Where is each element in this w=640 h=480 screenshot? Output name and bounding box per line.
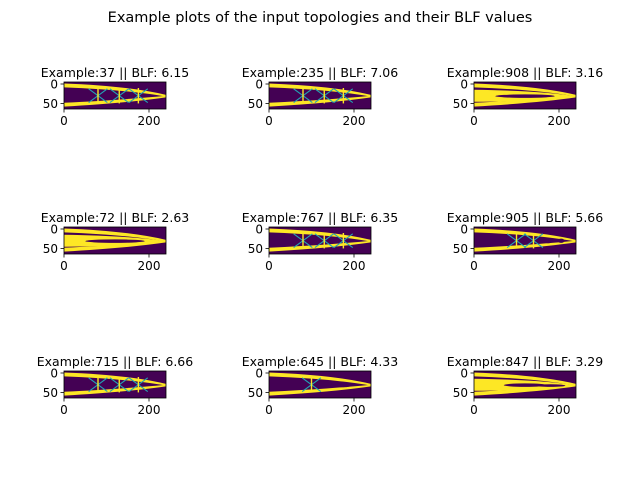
beam-hole — [85, 239, 145, 243]
beam-top-flange — [64, 83, 166, 97]
beam-hole — [495, 94, 555, 98]
subplot-title: Example:235 || BLF: 7.06 — [242, 65, 398, 80]
subplot-title: Example:715 || BLF: 6.66 — [37, 354, 193, 369]
y-tick-label: 0 — [50, 223, 58, 237]
beam-hole — [334, 383, 352, 388]
x-tick-label: 0 — [265, 114, 273, 128]
y-tick-label: 50 — [453, 97, 468, 111]
y-tick-label: 0 — [50, 367, 58, 381]
beam-top-flange — [474, 372, 576, 386]
beam-top-flange — [269, 228, 371, 242]
heatmap-image — [269, 372, 371, 396]
subplot-title: Example:767 || BLF: 6.35 — [242, 210, 398, 225]
subplot-title: Example:908 || BLF: 3.16 — [447, 65, 603, 80]
x-tick-label: 0 — [470, 114, 478, 128]
beam-top-flange — [64, 228, 166, 242]
subplot-title: Example:645 || BLF: 4.33 — [242, 354, 398, 369]
x-tick-label: 200 — [138, 114, 161, 128]
beam-bottom-flange — [64, 384, 166, 396]
beam-hole — [535, 384, 566, 387]
x-tick-label: 200 — [343, 259, 366, 273]
beam-hole — [557, 238, 565, 243]
heatmap-image — [474, 83, 576, 107]
heatmap-image — [64, 228, 166, 252]
axes-frame — [473, 370, 577, 399]
x-tick-label: 0 — [265, 259, 273, 273]
axes-frame — [268, 370, 372, 399]
subplot-grid: Example:37 || BLF: 6.150 200050Example:23… — [37, 65, 603, 417]
x-tick-label: 200 — [343, 403, 366, 417]
y-tick-label: 0 — [255, 223, 263, 237]
y-tick-label: 50 — [43, 242, 58, 256]
y-tick-label: 50 — [43, 386, 58, 400]
axes-frame — [63, 226, 167, 255]
x-tick-label: 200 — [343, 114, 366, 128]
axes-frame — [268, 226, 372, 255]
y-tick-label: 0 — [50, 78, 58, 92]
beam-bottom-flange — [64, 95, 166, 107]
y-tick-label: 50 — [43, 97, 58, 111]
x-tick-label: 0 — [60, 403, 68, 417]
figure-suptitle: Example plots of the input topologies an… — [108, 10, 533, 26]
heatmap-image — [474, 228, 576, 252]
y-tick-label: 50 — [248, 242, 263, 256]
x-tick-label: 200 — [548, 114, 571, 128]
x-tick-label: 200 — [138, 403, 161, 417]
x-tick-label: 200 — [138, 259, 161, 273]
subplot-title: Example:72 || BLF: 2.63 — [41, 210, 190, 225]
axes-frame — [473, 226, 577, 255]
beam-hole — [503, 383, 547, 387]
axes-frame — [473, 81, 577, 110]
subplot-title: Example:847 || BLF: 3.29 — [447, 354, 603, 369]
axes-frame — [63, 81, 167, 110]
y-tick-label: 0 — [460, 223, 468, 237]
subplot-title: Example:37 || BLF: 6.15 — [41, 65, 190, 80]
beam-top-flange — [269, 83, 371, 97]
axes-frame — [268, 81, 372, 110]
beam-bottom-flange — [269, 95, 371, 107]
x-tick-label: 0 — [470, 259, 478, 273]
y-tick-label: 0 — [460, 78, 468, 92]
axes-frame — [63, 370, 167, 399]
beam-bottom-flange — [474, 240, 576, 252]
heatmap-image — [64, 372, 166, 396]
heatmap-image — [64, 83, 166, 107]
x-tick-label: 0 — [60, 259, 68, 273]
y-tick-label: 0 — [255, 78, 263, 92]
heatmap-image — [474, 372, 576, 396]
beam-top-flange — [64, 372, 166, 386]
beam-bottom-flange — [269, 384, 371, 396]
y-tick-label: 50 — [248, 97, 263, 111]
heatmap-image — [269, 228, 371, 252]
x-tick-label: 0 — [60, 114, 68, 128]
beam-bottom-flange — [269, 240, 371, 252]
x-tick-label: 200 — [548, 259, 571, 273]
x-tick-label: 0 — [470, 403, 478, 417]
x-tick-label: 200 — [548, 403, 571, 417]
y-tick-label: 0 — [255, 367, 263, 381]
beam-hole — [544, 238, 553, 244]
subplot-title: Example:905 || BLF: 5.66 — [447, 210, 603, 225]
y-tick-label: 0 — [460, 367, 468, 381]
y-tick-label: 50 — [453, 242, 468, 256]
y-tick-label: 50 — [248, 386, 263, 400]
beam-top-flange — [474, 83, 576, 97]
heatmap-image — [269, 83, 371, 107]
x-tick-label: 0 — [265, 403, 273, 417]
y-tick-label: 50 — [453, 386, 468, 400]
